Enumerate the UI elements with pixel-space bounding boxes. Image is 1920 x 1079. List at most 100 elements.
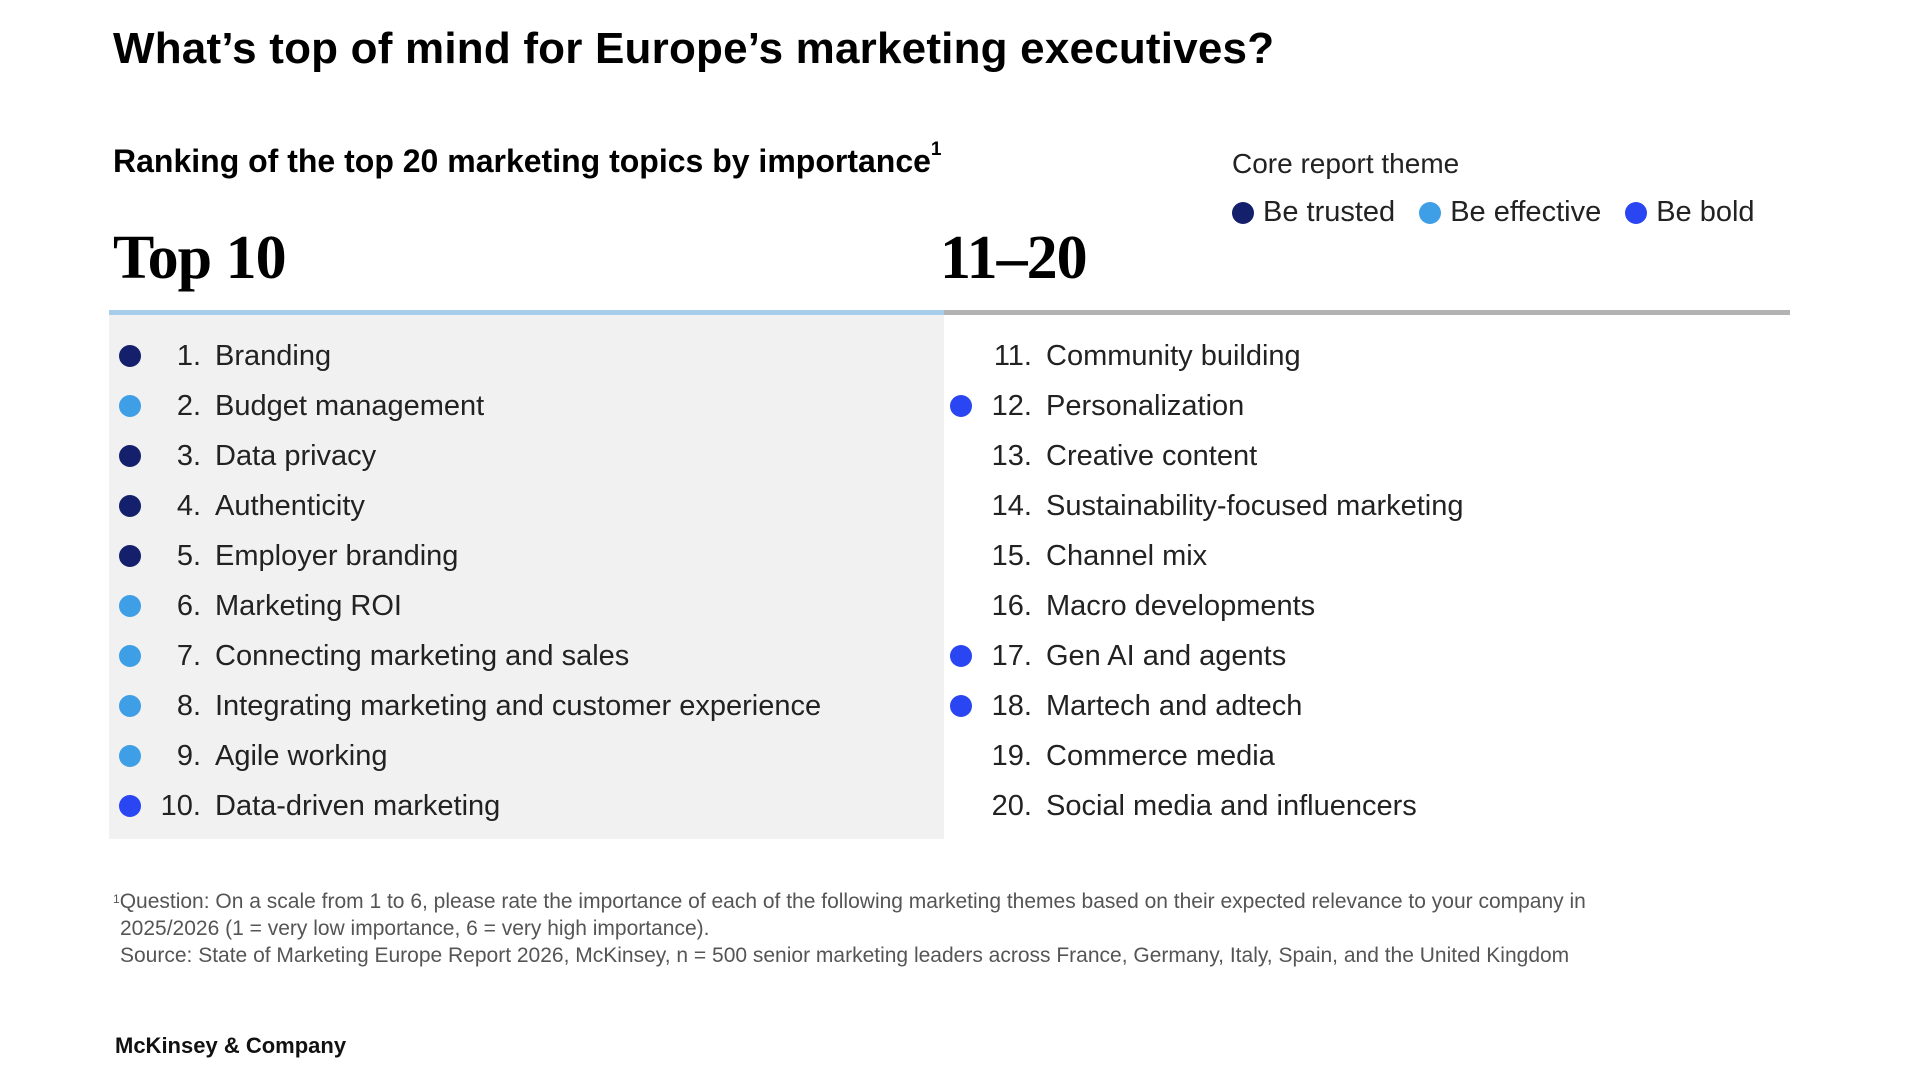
be-trusted-dot-icon [119,495,141,517]
rank-number: 20. [991,789,1032,822]
footnote-question: 1Question: On a scale from 1 to 6, pleas… [113,888,1773,915]
list-item: 17. Gen AI and agents [950,631,1463,681]
topic-label: Data privacy [215,439,377,472]
topic-label: Marketing ROI [215,589,402,622]
legend: Core report theme Be trusted Be effectiv… [1232,148,1779,229]
topic-label: Martech and adtech [1046,689,1303,722]
legend-item-be-trusted: Be trusted [1232,196,1395,229]
topic-label: Social media and influencers [1046,789,1417,822]
be-trusted-dot-icon [119,445,141,467]
topic-label: Personalization [1046,389,1245,422]
be-trusted-dot-icon [1232,201,1254,224]
ranks-11-20-list: 11. Community building 12. Personalization 1… [950,331,1463,831]
list-item: 11. Community building [950,331,1463,381]
rank-number: 8. [176,689,201,722]
footnote-source: Source: State of Marketing Europe Report… [120,944,1570,967]
topic-label: Data-driven marketing [215,789,501,822]
chart-subtitle: Ranking of the top 20 marketing topics b… [113,139,941,180]
topic-label: Sustainability-focused marketing [1046,489,1464,522]
list-item: 2. Budget management [119,381,821,431]
topic-label: Employer branding [215,539,459,572]
empty-dot-slot [950,545,972,567]
topic-label: Connecting marketing and sales [215,639,630,672]
empty-dot-slot [950,495,972,517]
rank-number: 15. [991,539,1032,572]
legend-label: Be trusted [1263,196,1396,228]
footnote-question-line1: Question: On a scale from 1 to 6, please… [119,890,1586,913]
be-effective-dot-icon [1419,201,1442,224]
topic-label: Gen AI and agents [1046,639,1287,672]
empty-dot-slot [950,345,972,367]
be-bold-dot-icon [119,795,141,817]
rank-number: 19. [991,739,1032,772]
empty-dot-slot [950,745,972,767]
rank-number: 11. [993,339,1032,372]
legend-item-be-effective: Be effective [1419,196,1601,229]
rank-number: 6. [176,589,201,622]
list-item: 3. Data privacy [119,431,821,481]
be-effective-dot-icon [119,395,141,417]
topic-label: Authenticity [215,489,365,522]
rank-number: 17. [991,639,1032,672]
rank-number: 18. [991,689,1032,722]
empty-dot-slot [950,445,972,467]
topic-label: Branding [215,339,332,372]
be-effective-dot-icon [119,595,141,617]
list-item: 4. Authenticity [119,481,821,531]
topic-label: Macro developments [1046,589,1316,622]
ranks-11-20-divider [944,310,1790,315]
ranks-11-20-heading: 11–20 [940,224,1088,292]
topic-label: Integrating marketing and customer exper… [215,689,822,722]
topic-label: Community building [1046,339,1301,372]
rank-number: 2. [176,389,201,422]
topic-label: Commerce media [1046,739,1275,772]
rank-number: 7. [176,639,201,672]
list-item: 8. Integrating marketing and customer exp… [119,681,821,731]
list-item: 14. Sustainability-focused marketing [950,481,1464,531]
list-item: 19. Commerce media [950,731,1463,781]
rank-number: 1. [176,339,201,372]
footnote-mark: 1 [113,892,120,906]
be-bold-dot-icon [950,695,972,717]
topic-label: Creative content [1046,439,1258,472]
be-effective-dot-icon [119,745,141,767]
rank-number: 12. [991,389,1032,422]
list-item: 10. Data-driven marketing [119,781,821,831]
rank-number: 14. [991,489,1032,522]
rank-number: 13. [991,439,1032,472]
list-item: 13. Creative content [950,431,1463,481]
top10-panel [109,310,944,839]
be-bold-dot-icon [950,645,972,667]
brand-logo-text: McKinsey & Company [115,1033,347,1058]
be-bold-dot-icon [1625,201,1648,224]
list-item: 5. Employer branding [119,531,821,581]
rank-number: 5. [176,539,201,572]
footnote: 1Question: On a scale from 1 to 6, pleas… [113,888,1773,969]
list-item: 15. Channel mix [950,531,1463,581]
be-trusted-dot-icon [119,545,141,567]
rank-number: 4. [176,489,201,522]
list-item: 16. Macro developments [950,581,1463,631]
be-trusted-dot-icon [119,345,141,367]
rank-number: 9. [176,739,201,772]
topic-label: Budget management [215,389,485,422]
legend-label: Be bold [1656,196,1755,228]
list-item: 1. Branding [119,331,821,381]
top10-list: 1. Branding 2. Budget management 3. Data priv… [119,331,821,831]
legend-items: Be trusted Be effective Be bold [1232,196,1779,229]
empty-dot-slot [950,595,972,617]
legend-item-be-bold: Be bold [1625,196,1755,229]
list-item: 12. Personalization [950,381,1463,431]
topic-label: Agile working [215,739,388,772]
be-effective-dot-icon [119,645,141,667]
footnote-question-line2: 2025/2026 (1 = very low importance, 6 = … [120,917,710,940]
list-item: 9. Agile working [119,731,821,781]
be-effective-dot-icon [119,695,141,717]
rank-number: 3. [176,439,201,472]
rank-number: 10. [160,789,201,822]
be-bold-dot-icon [950,395,972,417]
list-item: 6. Marketing ROI [119,581,821,631]
page-title: What’s top of mind for Europe’s marketin… [113,24,1275,73]
list-item: 18. Martech and adtech [950,681,1463,731]
